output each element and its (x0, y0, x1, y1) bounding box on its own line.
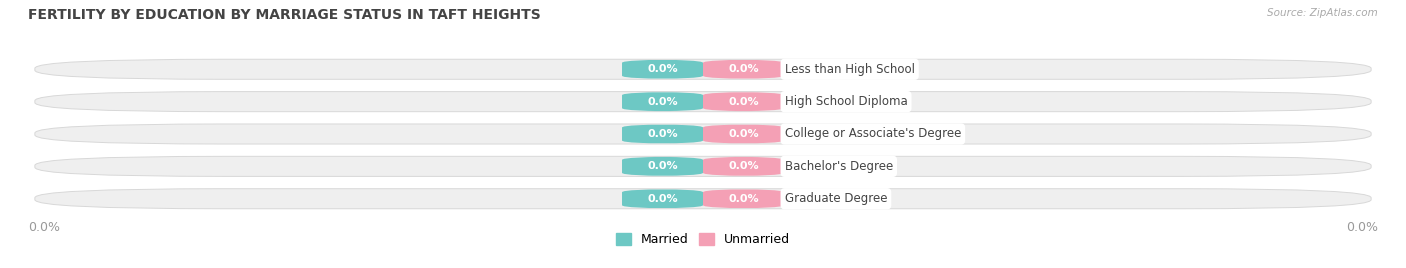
Text: 0.0%: 0.0% (647, 161, 678, 171)
Text: FERTILITY BY EDUCATION BY MARRIAGE STATUS IN TAFT HEIGHTS: FERTILITY BY EDUCATION BY MARRIAGE STATU… (28, 8, 541, 22)
FancyBboxPatch shape (703, 59, 785, 79)
Legend: Married, Unmarried: Married, Unmarried (612, 228, 794, 251)
Text: 0.0%: 0.0% (647, 97, 678, 107)
FancyBboxPatch shape (621, 124, 703, 144)
FancyBboxPatch shape (35, 156, 1371, 176)
Text: 0.0%: 0.0% (728, 129, 759, 139)
Text: Less than High School: Less than High School (785, 63, 915, 76)
FancyBboxPatch shape (703, 124, 785, 144)
FancyBboxPatch shape (621, 157, 703, 176)
Text: Bachelor's Degree: Bachelor's Degree (785, 160, 893, 173)
FancyBboxPatch shape (703, 92, 785, 111)
FancyBboxPatch shape (703, 189, 785, 209)
FancyBboxPatch shape (35, 124, 1371, 144)
Text: 0.0%: 0.0% (1346, 221, 1378, 234)
Text: Source: ZipAtlas.com: Source: ZipAtlas.com (1267, 8, 1378, 18)
FancyBboxPatch shape (35, 189, 1371, 209)
Text: 0.0%: 0.0% (728, 97, 759, 107)
Text: High School Diploma: High School Diploma (785, 95, 907, 108)
Text: 0.0%: 0.0% (647, 64, 678, 74)
Text: Graduate Degree: Graduate Degree (785, 192, 887, 205)
FancyBboxPatch shape (621, 189, 703, 209)
Text: College or Associate's Degree: College or Associate's Degree (785, 128, 962, 140)
Text: 0.0%: 0.0% (728, 161, 759, 171)
Text: 0.0%: 0.0% (647, 194, 678, 204)
FancyBboxPatch shape (621, 59, 703, 79)
Text: 0.0%: 0.0% (728, 194, 759, 204)
Text: 0.0%: 0.0% (28, 221, 60, 234)
FancyBboxPatch shape (621, 92, 703, 111)
FancyBboxPatch shape (35, 59, 1371, 79)
FancyBboxPatch shape (35, 92, 1371, 112)
Text: 0.0%: 0.0% (728, 64, 759, 74)
Text: 0.0%: 0.0% (647, 129, 678, 139)
FancyBboxPatch shape (703, 157, 785, 176)
